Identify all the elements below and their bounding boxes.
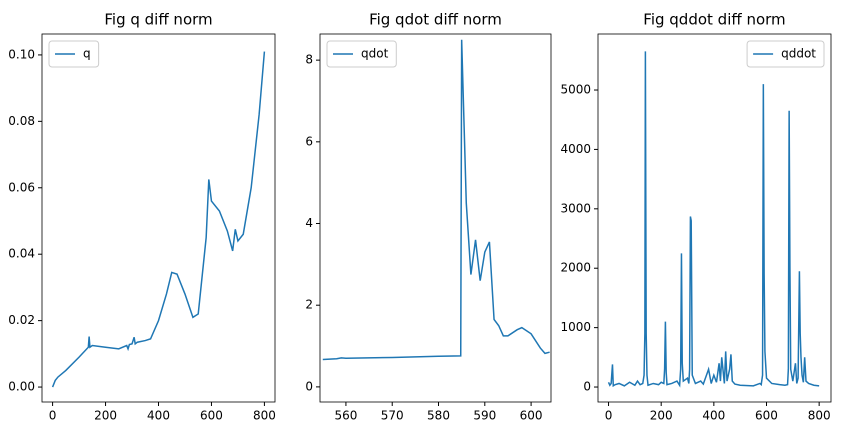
legend: qddot bbox=[746, 40, 825, 68]
y-tick-label: 0 bbox=[305, 379, 313, 393]
x-tick-label: 580 bbox=[427, 409, 450, 423]
y-tick-label: 0.10 bbox=[8, 47, 35, 61]
legend: qdot bbox=[326, 40, 397, 68]
x-tick-label: 800 bbox=[808, 409, 831, 423]
y-tick-label: 2000 bbox=[560, 261, 591, 275]
data-line bbox=[607, 51, 820, 388]
x-tick-label: 590 bbox=[473, 409, 496, 423]
x-tick-label: 600 bbox=[200, 409, 223, 423]
x-tick-label: 400 bbox=[147, 409, 170, 423]
legend-box bbox=[746, 40, 825, 68]
plot-frame bbox=[319, 33, 552, 403]
y-tick-label: 4000 bbox=[560, 142, 591, 156]
y-tick-label: 2 bbox=[305, 298, 313, 312]
y-tick-label: 0.00 bbox=[8, 380, 35, 394]
chart-title: Fig qddot diff norm bbox=[643, 11, 785, 29]
legend-label: qdot bbox=[361, 47, 389, 61]
y-tick-label: 3000 bbox=[560, 201, 591, 215]
chart-title: Fig q diff norm bbox=[104, 11, 212, 29]
x-tick-label: 0 bbox=[49, 409, 57, 423]
y-tick-label: 0 bbox=[583, 380, 591, 394]
x-tick-label: 570 bbox=[381, 409, 404, 423]
x-tick-label: 400 bbox=[702, 409, 725, 423]
y-tick-label: 1000 bbox=[560, 320, 591, 334]
legend-box bbox=[326, 40, 397, 68]
x-tick-label: 600 bbox=[755, 409, 778, 423]
y-tick-label: 5000 bbox=[560, 83, 591, 97]
y-tick-label: 8 bbox=[305, 53, 313, 67]
plot-frame bbox=[597, 33, 832, 403]
x-tick-label: 200 bbox=[94, 409, 117, 423]
y-tick-label: 0.02 bbox=[8, 313, 35, 327]
chart-title: Fig qdot diff norm bbox=[369, 11, 502, 29]
y-tick-label: 6 bbox=[305, 134, 313, 148]
data-line bbox=[322, 39, 550, 361]
legend-label: q bbox=[83, 47, 91, 61]
x-tick-label: 200 bbox=[650, 409, 673, 423]
legend-label: qddot bbox=[781, 47, 816, 61]
plot-frame bbox=[41, 33, 276, 403]
y-tick-label: 0.08 bbox=[8, 114, 35, 128]
x-tick-label: 560 bbox=[334, 409, 357, 423]
data-line bbox=[51, 51, 266, 388]
x-tick-label: 0 bbox=[605, 409, 613, 423]
x-tick-label: 600 bbox=[520, 409, 543, 423]
x-tick-label: 800 bbox=[253, 409, 276, 423]
y-tick-label: 4 bbox=[305, 216, 313, 230]
y-tick-label: 0.04 bbox=[8, 247, 35, 261]
y-tick-label: 0.06 bbox=[8, 180, 35, 194]
legend: q bbox=[48, 40, 100, 68]
